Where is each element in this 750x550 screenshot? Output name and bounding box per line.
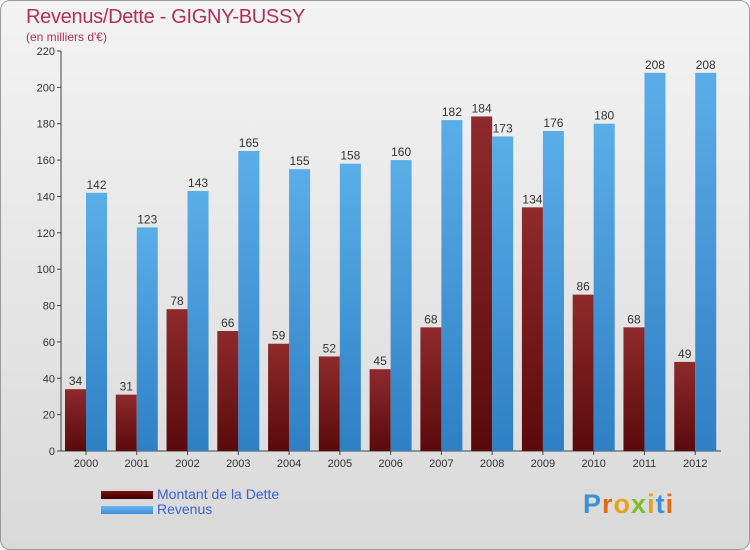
x-tick-label: 2007 bbox=[429, 458, 453, 470]
y-tick-label: 80 bbox=[43, 301, 55, 313]
y-tick-label: 20 bbox=[43, 410, 55, 422]
bar-revenue bbox=[542, 131, 564, 451]
data-label-revenue: 182 bbox=[442, 105, 462, 119]
bar-revenue bbox=[390, 160, 412, 451]
bar-debt bbox=[471, 116, 493, 452]
x-tick-label: 2004 bbox=[277, 458, 301, 470]
proxiti-logo: Proxiti bbox=[583, 489, 674, 520]
logo-letter: t bbox=[655, 489, 666, 519]
data-label-debt: 68 bbox=[627, 312, 641, 326]
data-label-debt: 78 bbox=[170, 294, 184, 308]
y-tick-label: 40 bbox=[43, 373, 55, 385]
bar-debt bbox=[420, 327, 442, 451]
x-tick-label: 2012 bbox=[683, 458, 707, 470]
data-label-revenue: 155 bbox=[290, 154, 310, 168]
bar-debt bbox=[65, 389, 86, 451]
x-tick-label: 2002 bbox=[175, 458, 199, 470]
bar-debt bbox=[623, 327, 645, 451]
legend-swatch-revenue bbox=[101, 506, 153, 514]
y-tick-label: 220 bbox=[37, 46, 55, 58]
bar-debt bbox=[674, 361, 696, 451]
bar-debt bbox=[369, 369, 391, 451]
bar-revenue bbox=[187, 191, 209, 451]
bar-debt bbox=[521, 207, 543, 451]
bar-revenue bbox=[492, 136, 514, 452]
logo-letter: r bbox=[602, 489, 614, 519]
bar-revenue bbox=[86, 192, 107, 451]
data-label-debt: 49 bbox=[678, 347, 692, 361]
data-label-debt: 184 bbox=[472, 101, 492, 115]
data-label-revenue: 158 bbox=[340, 149, 360, 163]
x-tick-label: 2000 bbox=[74, 458, 98, 470]
x-tick-label: 2001 bbox=[125, 458, 149, 470]
bar-debt bbox=[572, 294, 594, 451]
data-label-revenue: 176 bbox=[543, 116, 563, 130]
x-tick-label: 2011 bbox=[633, 458, 657, 470]
data-label-debt: 31 bbox=[120, 380, 134, 394]
logo-letter: i bbox=[665, 489, 675, 519]
bar-revenue bbox=[695, 72, 717, 452]
bar-revenue bbox=[289, 169, 311, 451]
y-tick-label: 60 bbox=[43, 337, 55, 349]
y-tick-label: 180 bbox=[37, 119, 55, 131]
x-tick-label: 2006 bbox=[378, 458, 402, 470]
legend-label-debt: Montant de la Dette bbox=[157, 486, 280, 502]
data-label-revenue: 165 bbox=[239, 136, 259, 150]
logo-letter: o bbox=[613, 489, 632, 519]
data-label-debt: 45 bbox=[373, 354, 387, 368]
x-tick-label: 2003 bbox=[226, 458, 250, 470]
y-tick-label: 0 bbox=[49, 446, 55, 458]
data-label-revenue: 142 bbox=[86, 178, 106, 192]
x-tick-label: 2009 bbox=[531, 458, 555, 470]
bar-revenue bbox=[136, 227, 158, 451]
data-label-debt: 86 bbox=[577, 280, 591, 294]
chart-title: Revenus/Dette - GIGNY-BUSSY bbox=[26, 6, 306, 28]
x-tick-label: 2005 bbox=[328, 458, 352, 470]
data-label-revenue: 208 bbox=[696, 58, 716, 72]
data-label-debt: 34 bbox=[69, 374, 83, 388]
y-tick-label: 120 bbox=[37, 228, 55, 240]
bar-debt bbox=[115, 394, 137, 451]
legend-swatch-debt bbox=[101, 491, 153, 499]
y-tick-label: 140 bbox=[37, 191, 55, 203]
y-tick-label: 100 bbox=[37, 264, 55, 276]
bar-revenue bbox=[593, 123, 615, 452]
logo-letter: x bbox=[631, 489, 648, 519]
data-label-debt: 68 bbox=[424, 312, 438, 326]
bar-debt bbox=[268, 343, 290, 451]
y-tick-label: 200 bbox=[37, 82, 55, 94]
data-label-revenue: 123 bbox=[137, 212, 157, 226]
data-label-revenue: 143 bbox=[188, 176, 208, 190]
data-label-revenue: 160 bbox=[391, 145, 411, 159]
data-label-revenue: 208 bbox=[645, 58, 665, 72]
data-label-revenue: 180 bbox=[594, 109, 614, 123]
logo-letter: P bbox=[583, 489, 603, 519]
bar-debt bbox=[166, 309, 188, 451]
bar-revenue bbox=[238, 151, 260, 451]
legend-label-revenue: Revenus bbox=[157, 501, 213, 517]
chart-subtitle: (en milliers d'€) bbox=[26, 30, 107, 44]
logo-letter: i bbox=[647, 489, 656, 519]
bar-revenue bbox=[441, 120, 463, 451]
bar-debt bbox=[217, 331, 239, 451]
data-label-debt: 66 bbox=[221, 316, 235, 330]
x-tick-label: 2010 bbox=[581, 458, 605, 470]
data-label-revenue: 173 bbox=[493, 121, 513, 135]
bar-debt bbox=[318, 356, 340, 451]
data-label-debt: 59 bbox=[272, 329, 286, 343]
bar-revenue bbox=[339, 163, 361, 451]
y-tick-label: 160 bbox=[37, 155, 55, 167]
bar-revenue bbox=[644, 72, 666, 452]
data-label-debt: 52 bbox=[323, 341, 337, 355]
data-label-debt: 134 bbox=[522, 192, 542, 206]
x-tick-label: 2008 bbox=[480, 458, 504, 470]
